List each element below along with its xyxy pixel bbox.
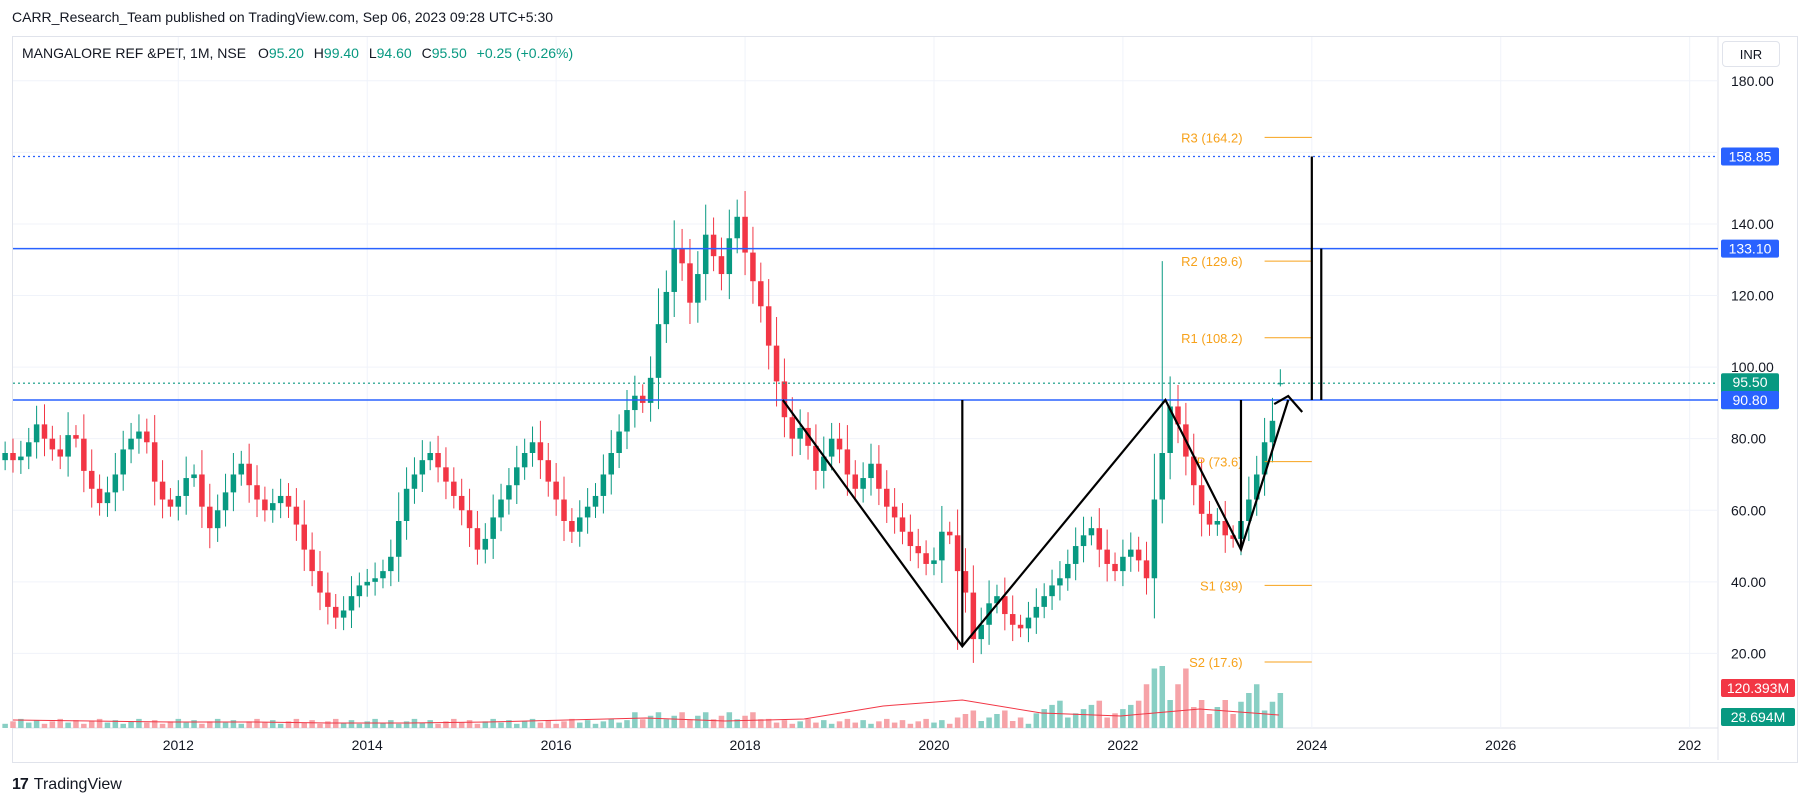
- low-label: L: [368, 45, 377, 61]
- close-value: 95.50: [431, 45, 467, 61]
- low-value: 94.60: [376, 45, 412, 61]
- symbol-name: MANGALORE REF &PET, 1M, NSE: [22, 45, 247, 61]
- close-label: C: [421, 45, 432, 61]
- high-value: 99.40: [323, 45, 359, 61]
- currency-button[interactable]: INR: [1722, 41, 1780, 67]
- publisher-line: CARR_Research_Team published on TradingV…: [12, 9, 554, 25]
- footer: 17 TradingView: [12, 776, 122, 794]
- open-value: 95.20: [268, 45, 304, 61]
- high-label: H: [313, 45, 324, 61]
- change-value: +0.25 (+0.26%): [476, 45, 574, 61]
- volume-bar: [2, 723, 8, 728]
- symbol-legend: MANGALORE REF &PET, 1M, NSE O95.20 H99.4…: [22, 45, 573, 61]
- tradingview-logo-icon: 17: [12, 776, 29, 793]
- candle-body: [2, 453, 8, 461]
- open-label: O: [257, 45, 269, 61]
- chart-frame: [12, 36, 1798, 763]
- footer-brand: TradingView: [33, 776, 122, 793]
